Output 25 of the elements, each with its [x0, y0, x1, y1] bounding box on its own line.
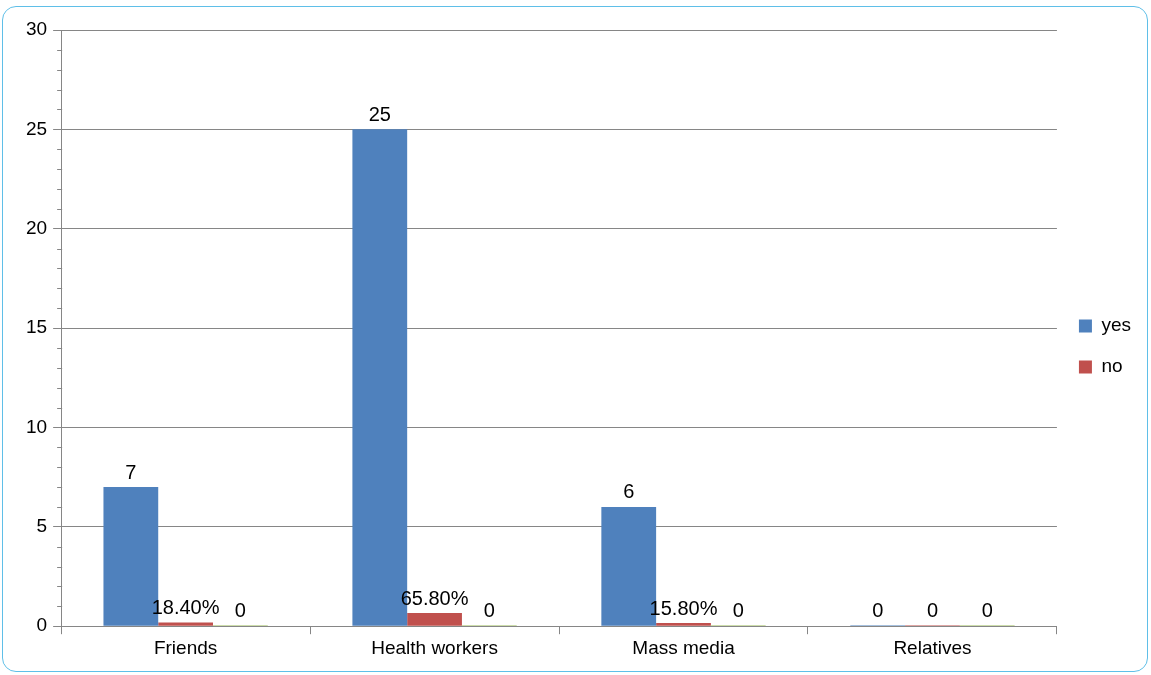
data-label: 0 — [872, 598, 884, 621]
data-label: 6 — [623, 480, 635, 503]
x-tick-label: Health workers — [371, 636, 498, 658]
y-tick-label: 30 — [25, 18, 48, 40]
data-label: 0 — [483, 598, 495, 621]
legend-label: yes — [1101, 314, 1132, 336]
data-label: 0 — [732, 598, 744, 621]
bar — [656, 623, 711, 626]
data-label: 25 — [368, 102, 391, 125]
y-tick-label: 25 — [25, 117, 48, 139]
y-tick-label: 10 — [25, 415, 48, 437]
bar — [158, 622, 213, 626]
data-label: 7 — [125, 460, 137, 483]
y-tick-label: 15 — [25, 316, 48, 338]
legend-label: no — [1101, 355, 1123, 377]
data-label: 0 — [234, 598, 246, 621]
data-label: 0 — [926, 598, 939, 621]
x-tick-label: Mass media — [632, 636, 736, 658]
x-tick-label: Friends — [153, 636, 218, 658]
y-tick-label: 20 — [25, 216, 48, 238]
y-tick-label: 0 — [36, 614, 48, 636]
data-label: 0 — [981, 598, 993, 621]
x-tick-label: Relatives — [893, 636, 972, 658]
bar — [407, 613, 462, 626]
y-tick-label: 5 — [36, 515, 48, 537]
